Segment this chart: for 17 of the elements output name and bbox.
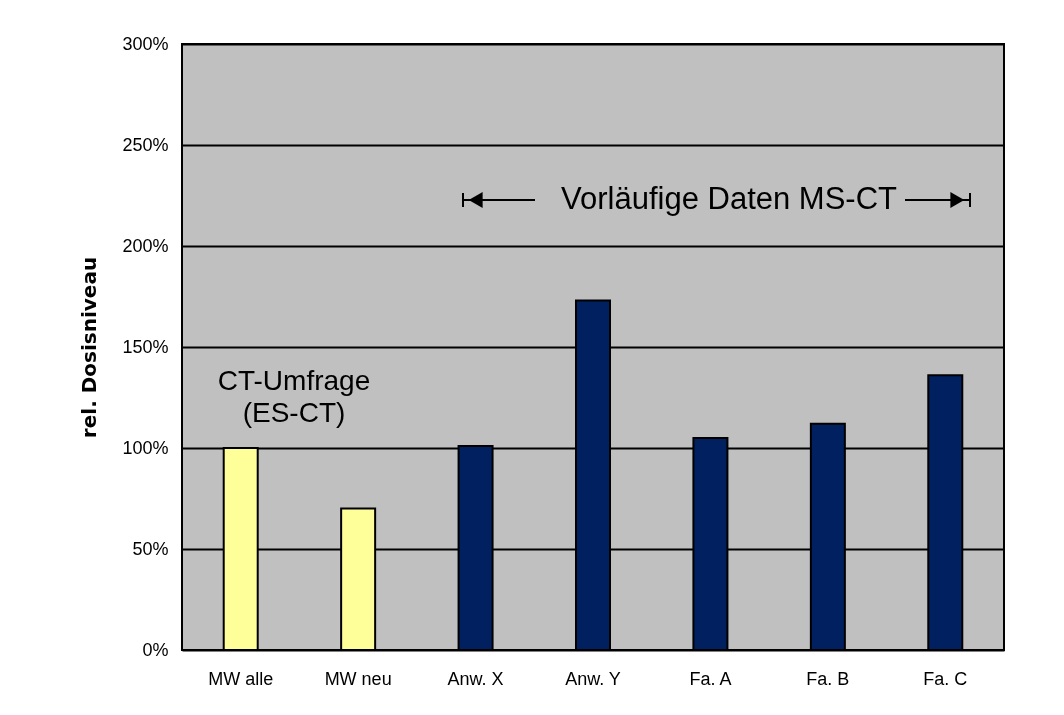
y-tick-label: 250% bbox=[122, 134, 169, 155]
y-axis-title: rel. Dosisniveau bbox=[77, 256, 102, 439]
x-tick-label: Anw. Y bbox=[565, 668, 621, 689]
y-tick-label: 200% bbox=[122, 235, 169, 256]
annotation: CT-Umfrage (ES-CT) bbox=[217, 365, 371, 428]
y-tick-label: 0% bbox=[142, 639, 169, 660]
y-tick-label: 300% bbox=[122, 33, 169, 54]
x-tick-label: MW neu bbox=[324, 668, 392, 689]
y-tick-label: 50% bbox=[132, 538, 169, 559]
x-tick-label: Fa. C bbox=[923, 668, 968, 689]
x-tick-label: MW alle bbox=[208, 668, 274, 689]
x-tick-label: Anw. X bbox=[447, 668, 504, 689]
x-tick-label: Fa. B bbox=[806, 668, 850, 689]
y-tick-label: 100% bbox=[122, 437, 169, 458]
y-tick-label: 150% bbox=[122, 336, 169, 357]
x-tick-label: Fa. A bbox=[689, 668, 732, 689]
annotation: Vorläufige Daten MS-CT bbox=[561, 181, 898, 216]
